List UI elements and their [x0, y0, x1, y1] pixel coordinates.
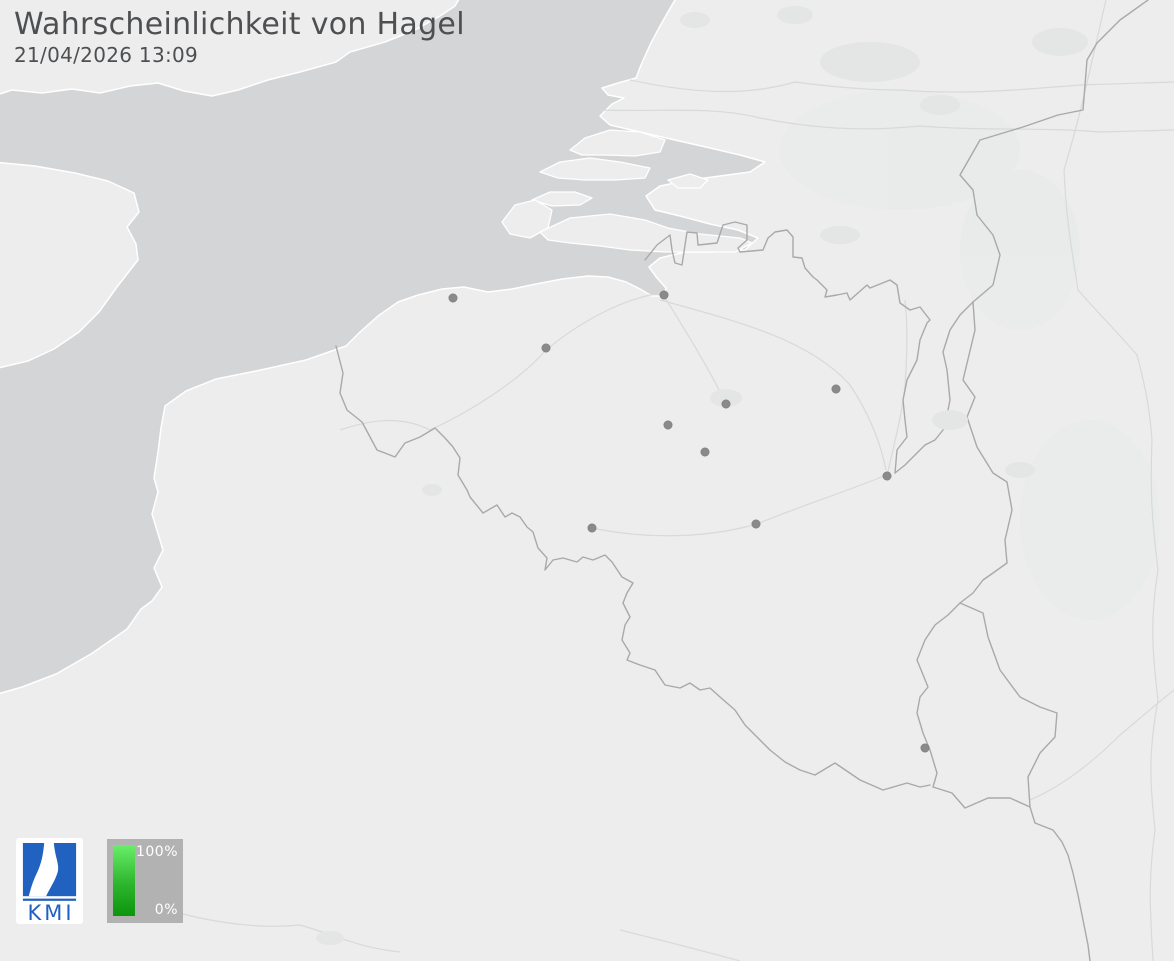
city-dot [831, 384, 841, 394]
kmi-emblem-icon [22, 843, 77, 901]
legend-max-label: 100% [135, 844, 178, 860]
uk-land [0, 0, 460, 369]
kmi-logo: KMI [16, 838, 83, 924]
city-dot [882, 471, 892, 481]
city-dot [541, 343, 551, 353]
city-dot [721, 399, 731, 409]
terrain-shading [780, 90, 1160, 620]
probability-legend: 100% 0% [107, 839, 183, 923]
city-dot [663, 420, 673, 430]
city-dot [448, 293, 458, 303]
delta-islands [501, 129, 753, 253]
city-dot [751, 519, 761, 529]
city-dot [920, 743, 930, 753]
city-dot [659, 290, 669, 300]
country-borders [335, 0, 1149, 961]
urban-patches [316, 6, 1088, 945]
city-dot [587, 523, 597, 533]
kmi-logo-text: KMI [27, 901, 75, 925]
legend-min-label: 0% [154, 902, 178, 918]
legend-gradient-bar [113, 845, 135, 916]
rivers [149, 0, 1174, 961]
city-dots [448, 290, 930, 753]
city-dot [700, 447, 710, 457]
